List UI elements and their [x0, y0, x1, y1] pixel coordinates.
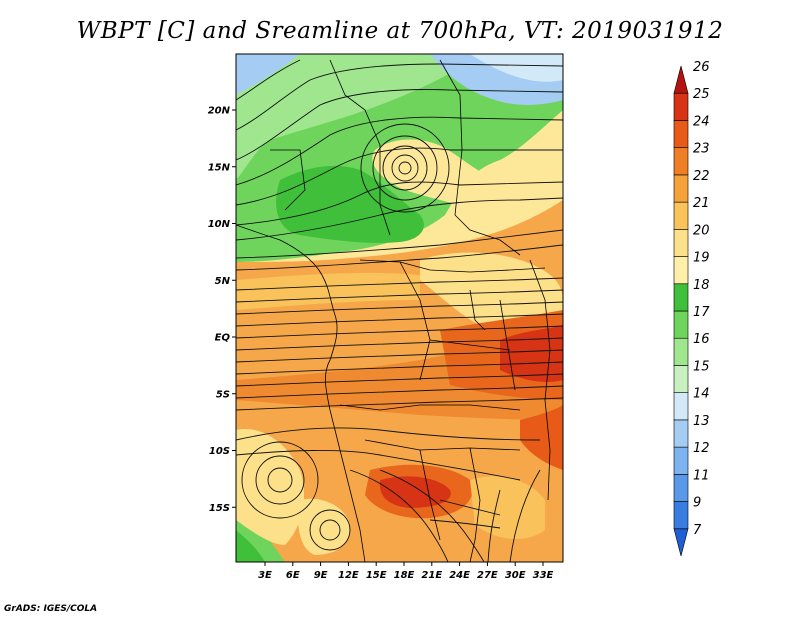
colorbar-swatch: [673, 92, 689, 121]
lon-tick-label: 30E: [505, 570, 526, 581]
colorbar-swatch: [673, 337, 689, 366]
colorbar-swatch: [673, 446, 689, 475]
colorbar-swatch: [673, 65, 689, 94]
colorbar-label: 9: [693, 496, 701, 511]
lat-tick-label: 10N: [208, 219, 231, 230]
lon-tick-label: 3E: [258, 570, 272, 581]
colorbar-swatch: [673, 229, 689, 257]
colorbar-label: 23: [693, 142, 710, 157]
grads-credit: GrADS: IGES/COLA: [4, 604, 98, 614]
longitude-axis: 3E 6E 9E 12E 15E 18E 21E 24E 27E 30E 33E: [258, 562, 554, 581]
map-title: WBPT [C] and Sreamline at 700hPa, VT: 20…: [76, 18, 724, 44]
colorbar-swatch: [673, 419, 689, 448]
colorbar-label: 7: [693, 523, 702, 538]
colorbar-label: 22: [693, 169, 710, 184]
wbpt-field: [236, 54, 563, 562]
colorbar-swatch: [673, 501, 689, 530]
colorbar-label: 19: [693, 251, 710, 266]
colorbar-swatch: [673, 392, 689, 421]
colorbar-label: 20: [693, 223, 710, 238]
colorbar-label: 21: [693, 196, 710, 211]
colorbar-swatch: [673, 310, 689, 339]
colorbar-swatch: [673, 283, 689, 312]
colorbar-swatch: [673, 256, 689, 285]
colorbar: 7 9 11 12 13 14 15 16 17 18 19 20 21 22 23 24 25 26: [673, 60, 710, 557]
colorbar-swatch: [673, 201, 689, 230]
colorbar-label: 18: [693, 278, 710, 293]
lat-tick-label: 5S: [216, 389, 230, 400]
colorbar-swatch: [673, 474, 689, 502]
lon-tick-label: 9E: [314, 570, 328, 581]
lon-tick-label: 27E: [477, 570, 498, 581]
lon-tick-label: 12E: [338, 570, 359, 581]
colorbar-swatch: [673, 120, 689, 148]
colorbar-label: 15: [693, 359, 710, 374]
colorbar-label: 26: [693, 60, 710, 75]
colorbar-swatch: [673, 174, 689, 203]
streamlines: [236, 59, 563, 562]
lon-tick-label: 21E: [421, 570, 442, 581]
latitude-axis: 20N 15N 10N 5N EQ 5S 10S 15S: [208, 106, 236, 514]
colorbar-label: 12: [693, 441, 710, 456]
lat-tick-label: 20N: [208, 106, 231, 117]
lat-tick-label: 15S: [209, 503, 230, 514]
map-frame: [235, 53, 564, 563]
colorbar-label: 16: [693, 332, 710, 347]
colorbar-label: 24: [693, 114, 710, 129]
lat-tick-label: 5N: [215, 276, 231, 287]
lat-tick-label: EQ: [215, 333, 231, 344]
lon-tick-label: 24E: [449, 570, 470, 581]
lon-tick-label: 18E: [394, 570, 415, 581]
country-borders: [236, 59, 551, 562]
lon-tick-label: 33E: [533, 570, 554, 581]
colorbar-label: 14: [693, 387, 710, 402]
lon-tick-label: 15E: [366, 570, 387, 581]
lon-tick-label: 6E: [286, 570, 300, 581]
colorbar-label: 25: [693, 87, 710, 102]
colorbar-swatch: [673, 365, 689, 393]
lat-tick-label: 10S: [209, 446, 230, 457]
colorbar-label: 17: [693, 305, 710, 320]
colorbar-label: 13: [693, 414, 710, 429]
lat-tick-label: 15N: [208, 162, 231, 173]
colorbar-label: 11: [693, 468, 710, 483]
colorbar-swatch: [673, 147, 689, 176]
colorbar-swatch: [673, 528, 689, 557]
